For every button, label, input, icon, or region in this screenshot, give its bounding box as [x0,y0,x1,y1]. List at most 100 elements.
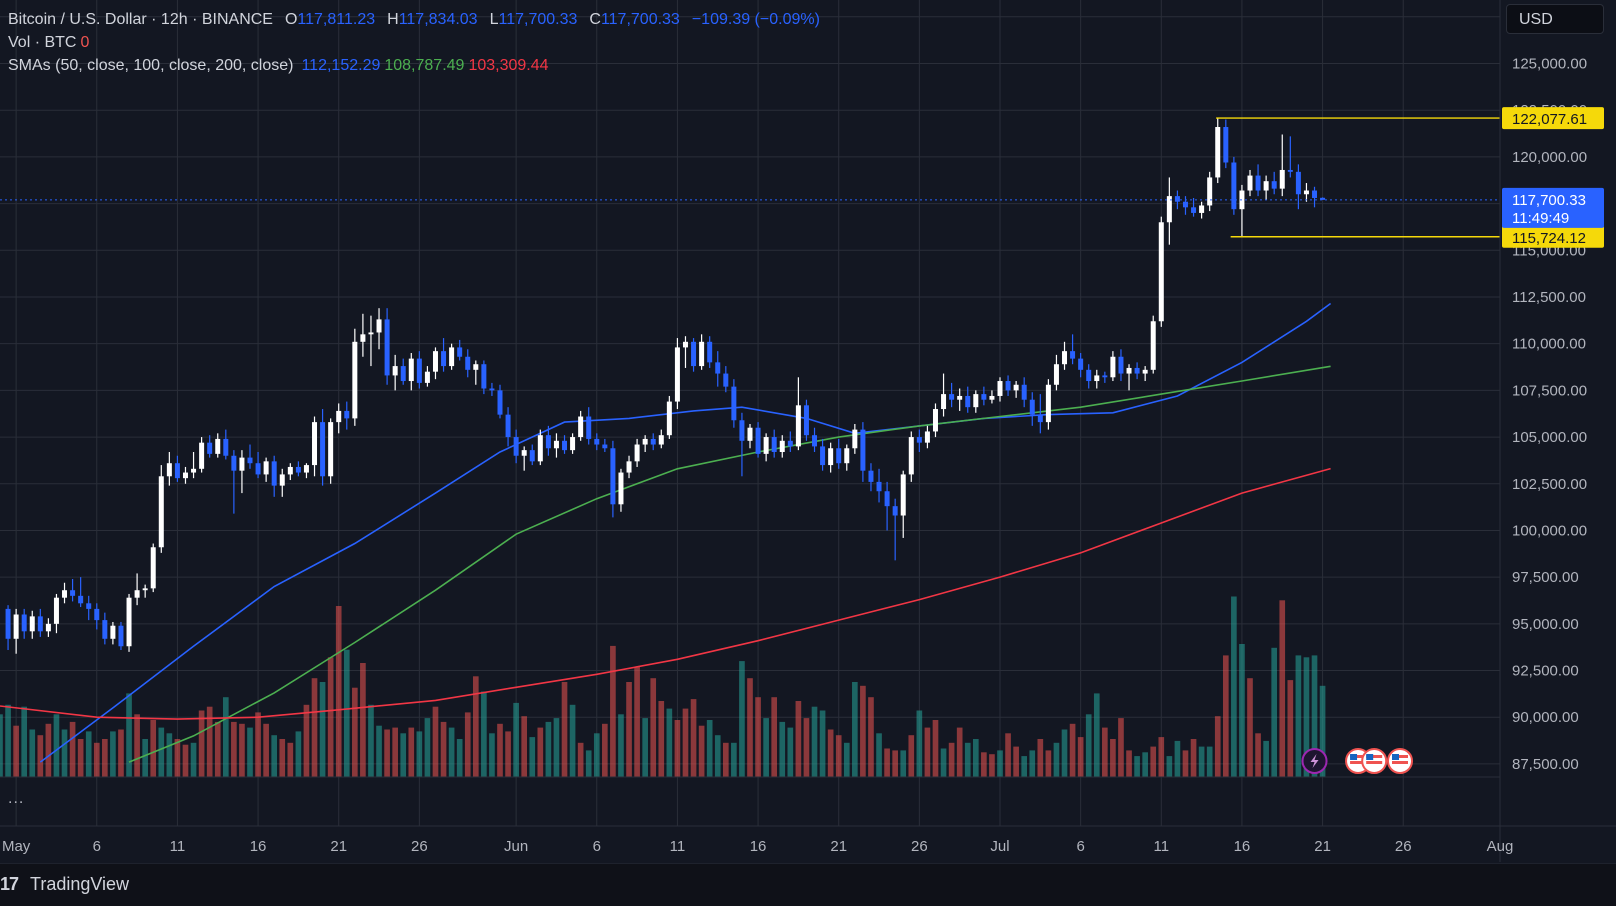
candle-body[interactable] [957,395,963,400]
candle-body[interactable] [110,625,116,639]
candle-body[interactable] [271,461,277,486]
candle-body[interactable] [1174,196,1180,202]
candle-body[interactable] [86,603,92,609]
candle-body[interactable] [94,608,100,621]
candle-body[interactable] [416,358,422,383]
candle-body[interactable] [1207,177,1213,206]
candle-body[interactable] [932,409,938,432]
candle-body[interactable] [981,394,987,400]
candle-body[interactable] [368,332,374,335]
candle-body[interactable] [795,405,801,447]
candle-body[interactable] [1094,375,1100,382]
candle-body[interactable] [779,440,785,453]
candle-body[interactable] [529,450,535,462]
candle-body[interactable] [674,347,680,402]
currency-button[interactable]: USD [1506,4,1604,34]
candle-body[interactable] [691,341,697,367]
candle-body[interactable] [707,341,713,363]
candle-body[interactable] [70,590,76,596]
candle-body[interactable] [174,463,180,479]
candle-body[interactable] [650,438,656,445]
candle-body[interactable] [594,438,600,445]
candle-body[interactable] [336,410,342,423]
sma-label[interactable]: SMAs (50, close, 100, close, 200, close) [8,57,294,74]
candle-body[interactable] [352,341,358,419]
candle-body[interactable] [537,435,543,462]
candle-body[interactable] [941,394,947,410]
candle-body[interactable] [1078,358,1084,370]
candle-body[interactable] [1142,369,1148,374]
candle-body[interactable] [1086,369,1092,382]
more-indicators-button[interactable]: ... [8,790,25,807]
candle-body[interactable] [1158,222,1164,322]
chart-canvas[interactable]: 127,500.00125,000.00122,500.00120,000.00… [0,0,1616,862]
candle-body[interactable] [384,319,390,376]
candle-body[interactable] [1303,190,1309,195]
candle-body[interactable] [1150,321,1156,370]
candle-body[interactable] [723,373,729,387]
candle-body[interactable] [45,623,51,632]
candle-body[interactable] [360,334,366,342]
candle-body[interactable] [666,401,672,436]
candle-body[interactable] [1295,171,1301,195]
candle-body[interactable] [812,435,818,447]
candle-body[interactable] [231,455,237,471]
candle-body[interactable] [803,405,809,436]
candle-body[interactable] [287,466,293,475]
candle-body[interactable] [1037,414,1043,423]
candle-body[interactable] [739,420,745,441]
tradingview-name[interactable]: TradingView [30,874,130,894]
candle-body[interactable] [320,422,326,477]
candle-body[interactable] [392,366,398,376]
candle-body[interactable] [465,356,471,370]
candle-body[interactable] [1287,169,1293,172]
candle-body[interactable] [699,341,705,367]
candle-body[interactable] [1312,190,1318,198]
candle-body[interactable] [78,595,84,604]
time-axis[interactable]: May 6 11 16 21 26 Jun 6 11 16 21 26 Jul 6 11 16 21 26 Aug [2,838,1513,855]
tradingview-logo-icon[interactable]: 17 [0,874,19,894]
candle-body[interactable] [432,351,438,372]
candle-body[interactable] [424,371,430,383]
candle-body[interactable] [473,364,479,370]
candle-body[interactable] [820,446,826,466]
candle-body[interactable] [199,442,205,469]
candle-body[interactable] [247,457,253,464]
candle-body[interactable] [658,435,664,445]
candle-body[interactable] [1118,356,1124,374]
candle-body[interactable] [884,491,890,507]
candle-body[interactable] [166,463,172,477]
candlestick-series[interactable] [5,117,1326,654]
candle-body[interactable] [1021,384,1027,400]
candle-body[interactable] [521,450,527,456]
event-markers[interactable] [1301,748,1413,774]
candle-body[interactable] [562,440,568,451]
candle-body[interactable] [1013,384,1019,391]
candle-body[interactable] [989,395,995,400]
candle-body[interactable] [376,319,382,333]
candle-body[interactable] [489,388,495,391]
candle-body[interactable] [570,437,576,451]
candle-body[interactable] [1166,196,1172,223]
candle-body[interactable] [997,381,1003,396]
candle-body[interactable] [787,440,793,447]
symbol-title[interactable]: Bitcoin / U.S. Dollar · 12h · BINANCE [8,11,273,28]
candle-body[interactable] [868,470,874,482]
candle-body[interactable] [126,597,132,647]
candle-body[interactable] [1191,207,1197,213]
candle-body[interactable] [1134,367,1140,374]
candle-body[interactable] [1247,175,1253,191]
candle-body[interactable] [1199,205,1205,213]
volume-label[interactable]: Vol · BTC [8,34,77,51]
candle-body[interactable] [255,463,261,475]
candle-body[interactable] [62,590,68,598]
candle-body[interactable] [1062,351,1068,365]
candle-body[interactable] [1045,384,1051,423]
candle-body[interactable] [449,347,455,367]
candle-body[interactable] [747,427,753,441]
candle-body[interactable] [836,448,842,464]
candle-body[interactable] [215,438,221,454]
candle-body[interactable] [965,395,971,408]
candle-body[interactable] [150,547,156,589]
candle-body[interactable] [263,461,269,475]
